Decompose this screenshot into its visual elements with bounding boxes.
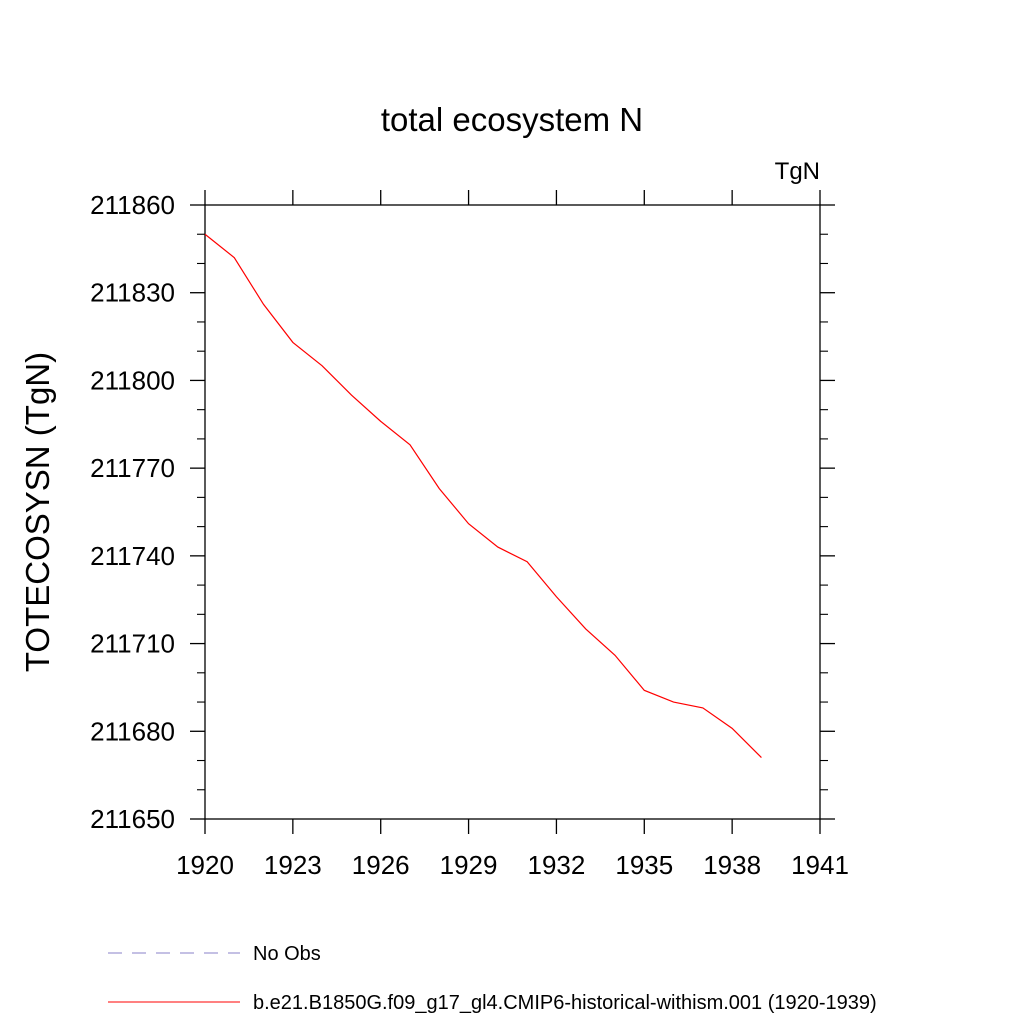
y-axis-label: TOTECOSYSN (TgN) [19,352,56,672]
x-tick-label: 1929 [440,850,498,880]
y-tick-label: 211800 [90,365,175,395]
chart-title: total ecosystem N [381,101,643,138]
x-tick-label: 1923 [264,850,322,880]
y-tick-label: 211710 [90,629,175,659]
y-tick-label: 211650 [90,804,175,834]
legend-label: No Obs [253,943,321,965]
legend: No Obs b.e21.B1850G.f09_g17_gl4.CMIP6-his… [108,943,877,1014]
axis-tick-labels: 1920 1923 1926 1929 1932 1935 1938 1941 211650 21… [90,190,849,880]
y-tick-label: 211770 [90,453,175,483]
legend-label: b.e21.B1850G.f09_g17_gl4.CMIP6-historica… [253,992,877,1014]
series-line [204,233,762,759]
data-series [204,233,762,759]
x-tick-label: 1938 [703,850,761,880]
x-tick-label: 1920 [176,850,234,880]
units-label: TgN [775,158,820,185]
x-tick-label: 1926 [352,850,410,880]
y-tick-label: 211860 [90,190,175,220]
y-tick-label: 211740 [90,541,175,571]
plot-frame [204,204,821,820]
y-tick-label: 211830 [90,278,175,308]
x-tick-label: 1932 [528,850,586,880]
y-tick-label: 211680 [90,716,175,746]
x-tick-label: 1941 [791,850,849,880]
x-tick-label: 1935 [615,850,673,880]
axis-ticks [190,190,835,834]
